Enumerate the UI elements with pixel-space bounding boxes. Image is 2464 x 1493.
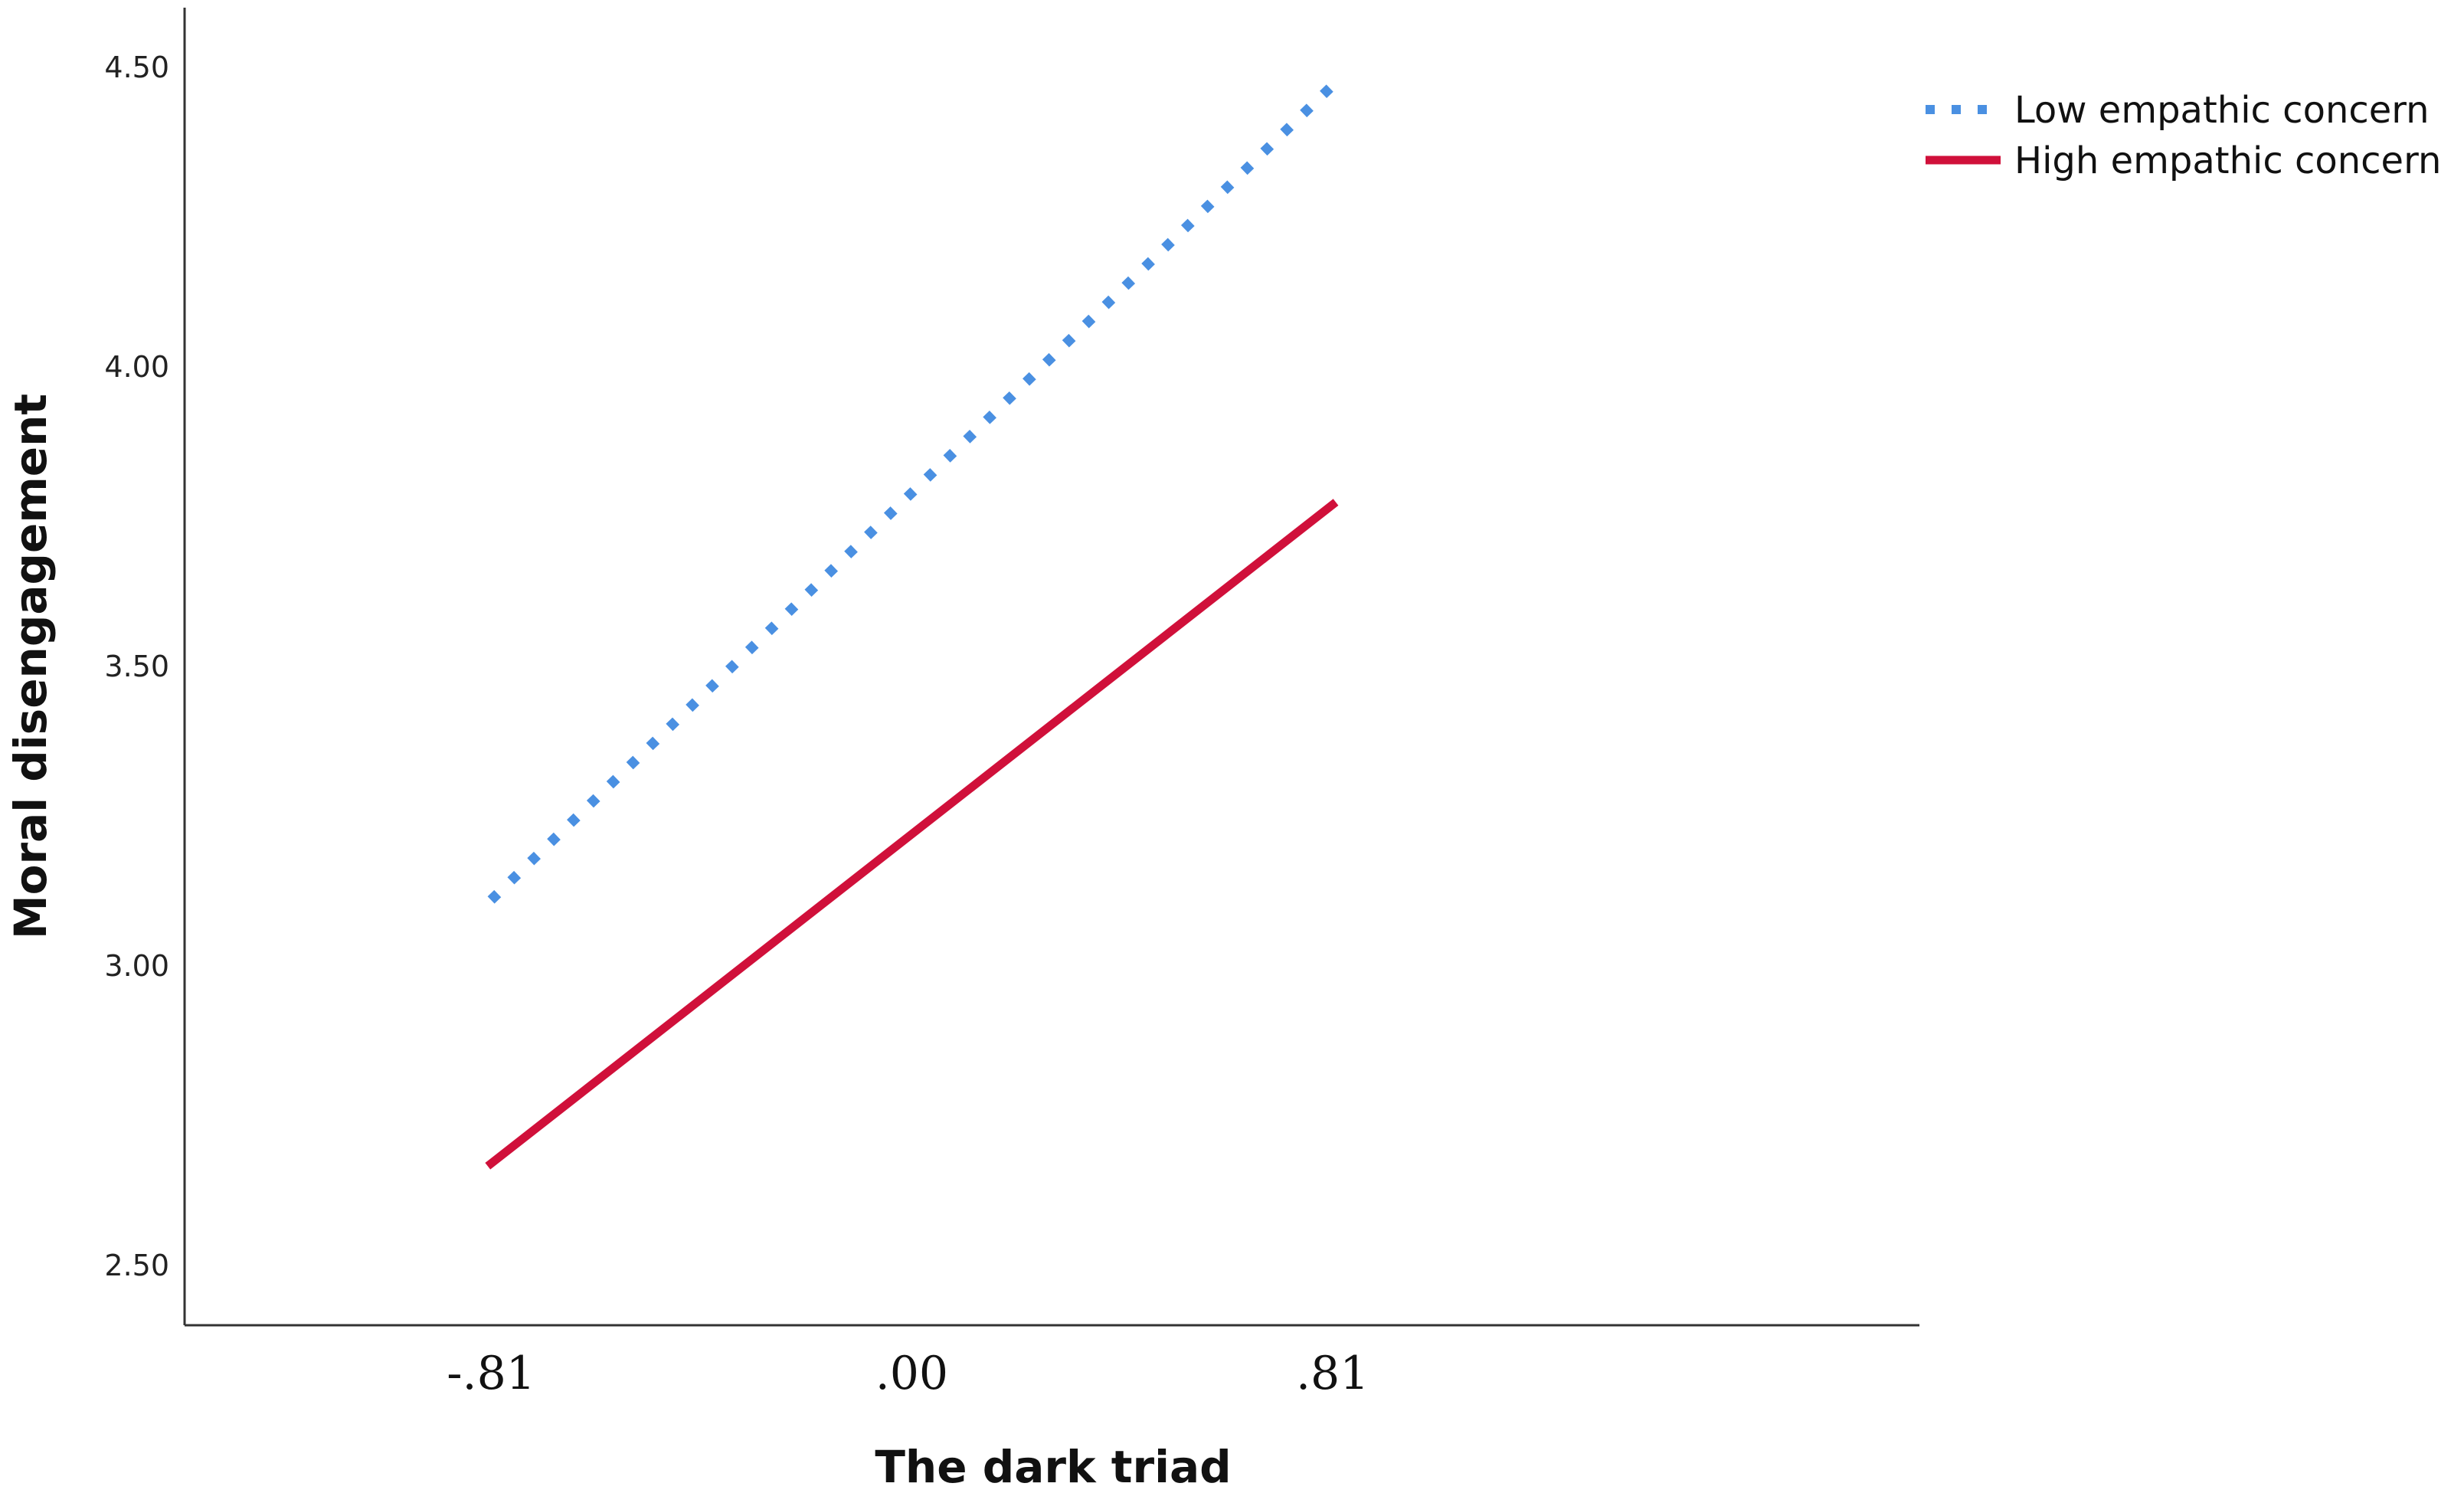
y-axis-title: Moral disengagement	[5, 394, 57, 939]
series-layer	[485, 81, 1339, 1170]
x-tick-label: .00	[875, 1347, 948, 1400]
axes	[183, 8, 1919, 1327]
x-tick-label: .81	[1296, 1347, 1369, 1400]
x-tick-label: -.81	[447, 1347, 535, 1400]
legend: Low empathic concern High empathic concer…	[1926, 89, 2441, 182]
series-line-low-empathic-concern	[487, 81, 1337, 904]
y-tick-label: 3.50	[104, 650, 169, 683]
y-tick-label: 2.50	[104, 1249, 169, 1282]
series-line-high-empathic-concern	[485, 499, 1339, 1170]
x-axis-title: The dark triad	[875, 1441, 1231, 1493]
legend-label: Low empathic concern	[2014, 89, 2430, 132]
x-ticks: -.81 .00 .81	[447, 1347, 1369, 1400]
y-ticks: 2.50 3.00 3.50 4.00 4.50	[104, 51, 169, 1282]
y-tick-label: 4.50	[104, 51, 169, 84]
y-tick-label: 3.00	[104, 949, 169, 983]
legend-label: High empathic concern	[2014, 139, 2441, 182]
y-tick-label: 4.00	[104, 350, 169, 384]
